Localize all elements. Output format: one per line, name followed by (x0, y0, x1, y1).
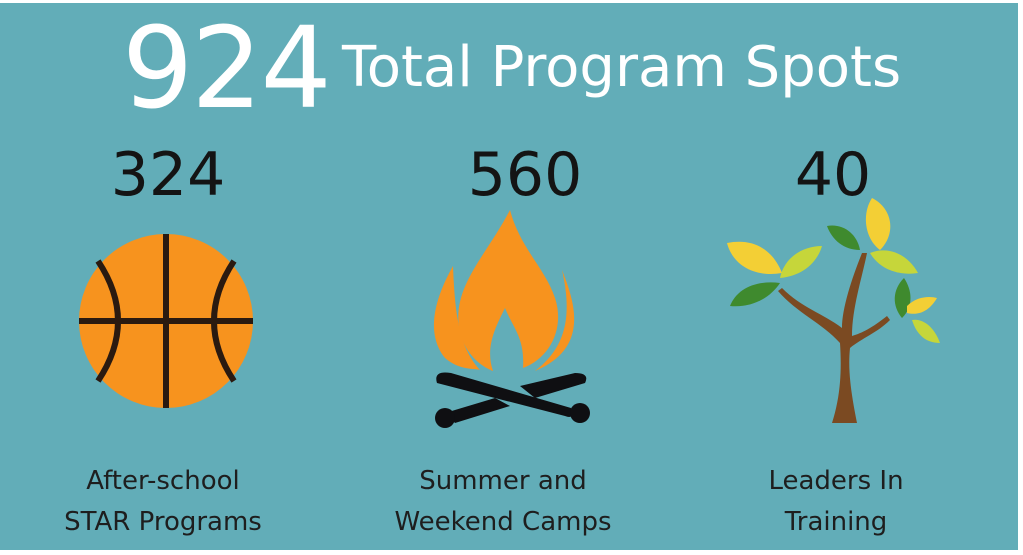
program-label-camps: Summer and Weekend Camps (373, 461, 633, 543)
campfire-icon (433, 210, 590, 428)
program-count-camps: 560 (467, 140, 583, 210)
page-title: Total Program Spots (342, 35, 902, 100)
basketball-icon (79, 234, 253, 408)
total-count: 924 (122, 4, 332, 134)
label-line: Summer and (419, 466, 587, 496)
program-label-after-school: After-school STAR Programs (33, 461, 293, 543)
infographic-panel: 924 Total Program Spots 324 560 40 (0, 3, 1018, 550)
label-line: Training (784, 507, 888, 537)
label-line: After-school (86, 466, 240, 496)
label-line: Leaders In (768, 466, 904, 496)
program-label-lit: Leaders In Training (706, 461, 966, 543)
label-line: Weekend Camps (394, 507, 612, 537)
program-count-after-school: 324 (110, 140, 226, 210)
program-count-lit: 40 (794, 140, 872, 210)
label-line: STAR Programs (64, 507, 262, 537)
tree-icon (727, 198, 940, 423)
